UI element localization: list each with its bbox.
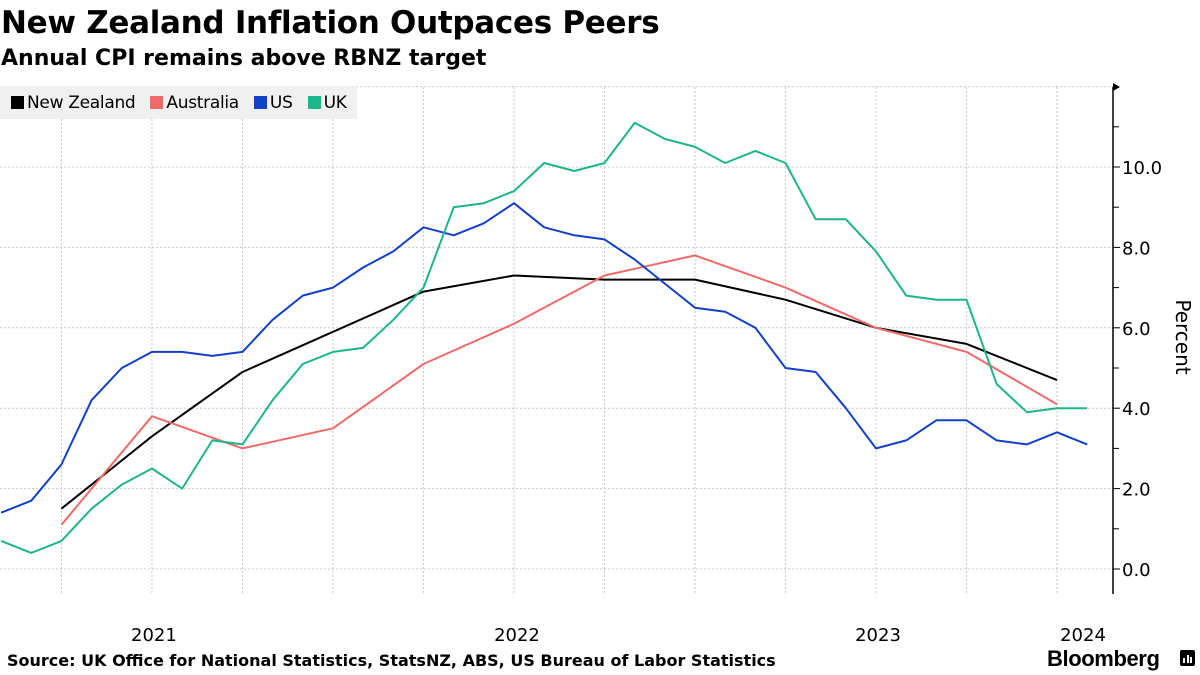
legend-swatch <box>307 96 321 109</box>
bloomberg-chart-icon <box>1180 650 1195 666</box>
legend-label: Australia <box>166 92 239 113</box>
legend-item-uk: UK <box>307 92 347 113</box>
legend-swatch <box>253 96 267 109</box>
x-axis-labels: 2021 2022 2023 2024 <box>131 625 1106 646</box>
y-tick-label: 0.0 <box>1122 560 1151 581</box>
legend-item-us: US <box>253 92 293 113</box>
source-note: Source: UK Office for National Statistic… <box>7 651 776 670</box>
y-axis: 0.0 2.0 4.0 6.0 8.0 10.0 <box>1112 83 1162 594</box>
chart-title: New Zealand Inflation Outpaces Peers <box>1 5 660 41</box>
x-tick-label: 2023 <box>855 625 901 646</box>
legend-swatch <box>11 96 24 109</box>
series-line-uk <box>0 121 1088 554</box>
series-line-us <box>0 202 1088 514</box>
legend-label: US <box>269 92 293 113</box>
legend-label: New Zealand <box>27 92 136 113</box>
y-axis-title: Percent <box>1171 299 1195 374</box>
y-tick-label: 2.0 <box>1122 480 1151 501</box>
series-line-new-zealand <box>60 274 1058 510</box>
legend-item-new-zealand: New Zealand <box>11 92 136 113</box>
y-axis-arrow <box>1113 83 1120 91</box>
x-tick-label: 2022 <box>494 625 540 646</box>
legend-label: UK <box>323 92 347 113</box>
y-tick-label: 10.0 <box>1122 158 1162 179</box>
x-tick-label: 2024 <box>1060 625 1106 646</box>
y-tick-label: 8.0 <box>1122 238 1151 259</box>
legend-item-australia: Australia <box>150 93 239 113</box>
y-tick-label: 6.0 <box>1122 319 1151 340</box>
chart-subtitle: Annual CPI remains above RBNZ target <box>1 46 487 71</box>
legend-swatch <box>150 96 164 109</box>
brand-logo: Bloomberg <box>1047 646 1160 671</box>
y-tick-label: 4.0 <box>1122 399 1151 420</box>
series-lines <box>0 121 1088 554</box>
legend: New Zealand Australia US UK <box>0 86 357 119</box>
x-tick-label: 2021 <box>131 625 177 646</box>
